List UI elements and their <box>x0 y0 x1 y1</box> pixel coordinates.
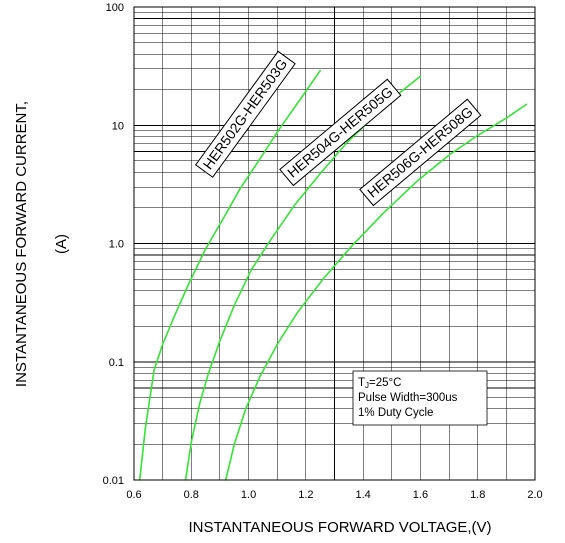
conditions-temp-value: =25°C <box>369 377 401 389</box>
series-label-text: HER502G-HER503G <box>200 56 291 172</box>
x-tick-label: 1.0 <box>241 489 256 501</box>
y-tick-labels: 0.01 0.1 1.0 10 100 <box>103 2 124 487</box>
y-tick-label: 0.01 <box>103 475 124 487</box>
y-axis-title-line1: INSTANTANEOUS FORWARD CURRENT, <box>13 101 30 387</box>
plot-frame <box>133 6 536 481</box>
y-tick-label: 100 <box>106 2 124 14</box>
series-label-box <box>279 78 402 187</box>
series-label-text: HER506G-HER508G <box>364 103 476 200</box>
x-tick-label: 1.8 <box>470 489 485 501</box>
series-label: HER502G-HER503G <box>194 50 296 178</box>
x-axis-title: INSTANTANEOUS FORWARD VOLTAGE,(V) <box>188 519 491 536</box>
series-label-box <box>194 50 296 178</box>
x-tick-label: 1.4 <box>355 489 370 501</box>
series-line <box>138 69 321 481</box>
grid <box>134 7 535 480</box>
series-label: HER504G-HER505G <box>279 78 402 187</box>
test-conditions-box <box>352 370 488 426</box>
x-tick-label: 0.6 <box>126 489 141 501</box>
y-tick-label: 0.1 <box>109 357 124 369</box>
x-tick-label: 1.6 <box>413 489 428 501</box>
y-tick-label: 10 <box>112 120 124 132</box>
x-tick-label: 2.0 <box>527 489 542 501</box>
y-axis-title-line2: (A) <box>53 234 70 254</box>
series-labels: HER502G-HER503GHER504G-HER505GHER506G-HE… <box>194 50 482 207</box>
x-tick-label: 1.2 <box>298 489 313 501</box>
series-line <box>224 103 528 481</box>
conditions-line-pulse-width: Pulse Width=300us <box>358 392 458 404</box>
conditions-temp-subscript: J <box>365 381 369 390</box>
series-label-box <box>359 98 482 207</box>
conditions-line-temperature: TJ=25°C <box>358 377 401 390</box>
x-tick-label: 0.8 <box>184 489 199 501</box>
x-tick-labels: 0.6 0.8 1.0 1.2 1.4 1.6 1.8 2.0 <box>126 489 542 501</box>
y-tick-label: 1.0 <box>109 239 124 251</box>
test-conditions-note: TJ=25°C Pulse Width=300us 1% Duty Cycle <box>352 370 488 426</box>
conditions-line-duty-cycle: 1% Duty Cycle <box>358 407 433 419</box>
conditions-temp-prefix: T <box>358 377 365 389</box>
